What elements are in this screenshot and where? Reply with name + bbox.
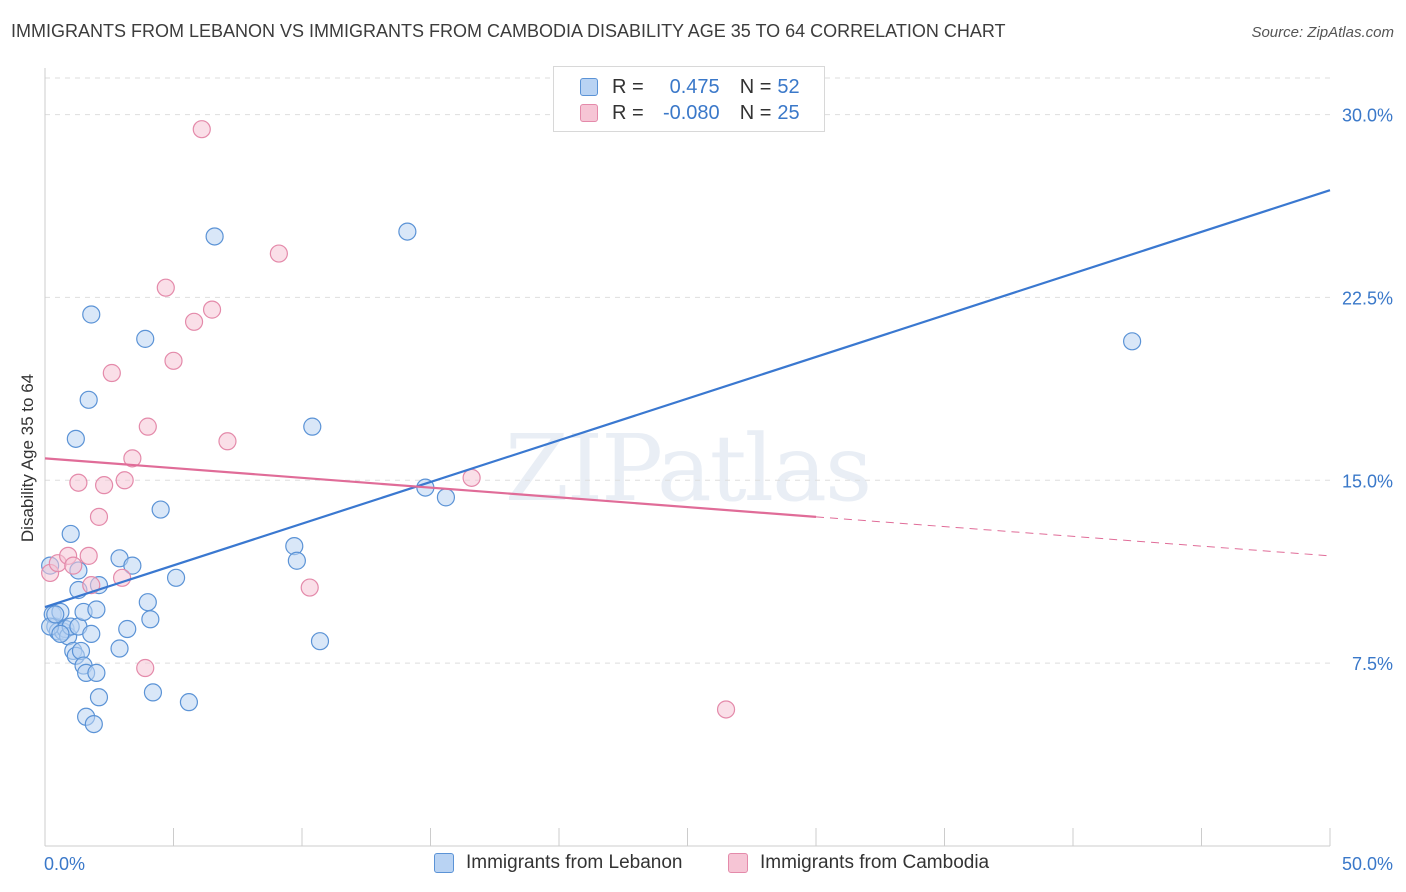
lebanon-point xyxy=(141,610,160,629)
lebanon-point xyxy=(82,305,101,324)
lebanon-point xyxy=(79,390,98,409)
cambodia-point xyxy=(192,120,211,139)
x-tick-label: 0.0% xyxy=(44,854,85,874)
lebanon-point xyxy=(61,524,80,544)
cambodia-point xyxy=(115,471,134,490)
y-tick-label: 22.5% xyxy=(1342,288,1393,308)
lebanon-point xyxy=(310,632,330,651)
lebanon-trend-line xyxy=(44,189,1331,609)
cambodia-point xyxy=(218,432,237,451)
cambodia-swatch xyxy=(580,104,598,122)
r-label: R = xyxy=(612,101,644,124)
chart-title: IMMIGRANTS FROM LEBANON VS IMMIGRANTS FR… xyxy=(11,21,1006,41)
y-tick-label: 30.0% xyxy=(1342,106,1393,126)
lebanon-legend-label: Immigrants from Lebanon xyxy=(466,852,683,873)
cambodia-point xyxy=(156,278,175,297)
n-value: 25 xyxy=(777,101,800,124)
lebanon-point xyxy=(205,227,224,246)
cambodia-trend-line xyxy=(44,457,817,518)
watermark: ZIPatlas xyxy=(505,415,870,522)
lebanon-point xyxy=(51,624,70,643)
cambodia-point xyxy=(138,417,157,436)
lebanon-point xyxy=(136,329,155,348)
lebanon-legend-swatch xyxy=(434,853,454,873)
lebanon-point xyxy=(110,639,129,658)
correlation-legend: R = 0.475 N = 52 R = -0.080 N = 25 xyxy=(553,66,825,132)
lebanon-point xyxy=(87,663,106,682)
cambodia-point xyxy=(79,546,98,565)
cambodia-point xyxy=(462,468,481,487)
r-value: 0.475 xyxy=(669,75,720,98)
cambodia-legend-swatch xyxy=(728,853,748,873)
lebanon-point xyxy=(82,624,101,643)
cambodia-point xyxy=(184,312,204,331)
x-tick-label: 50.0% xyxy=(1342,854,1393,874)
cambodia-point xyxy=(136,658,155,678)
n-value: 52 xyxy=(777,75,800,98)
lebanon-swatch xyxy=(580,78,598,96)
bottom-legend-cambodia: Immigrants from Cambodia xyxy=(728,852,989,874)
lebanon-point xyxy=(303,417,322,436)
cambodia-point xyxy=(82,576,101,595)
y-tick-label: 7.5% xyxy=(1352,654,1393,674)
lebanon-point xyxy=(138,593,157,612)
n-label: N = xyxy=(739,101,772,124)
bottom-legend-lebanon: Immigrants from Lebanon xyxy=(434,852,683,874)
lebanon-point xyxy=(87,600,106,619)
n-label: N = xyxy=(739,75,772,98)
legend-row-cambodia: R = -0.080 N = 25 xyxy=(580,100,800,126)
lebanon-point xyxy=(436,488,456,507)
y-axis-label: Disability Age 35 to 64 xyxy=(18,374,37,542)
cambodia-legend-label: Immigrants from Cambodia xyxy=(760,852,990,873)
lebanon-point xyxy=(179,693,199,712)
cambodia-point xyxy=(300,578,319,597)
lebanon-point xyxy=(66,429,85,448)
cambodia-point xyxy=(95,476,114,495)
legend-row-lebanon: R = 0.475 N = 52 xyxy=(580,74,800,100)
lebanon-point xyxy=(287,551,306,570)
cambodia-point xyxy=(89,507,109,526)
cambodia-trend-line-extension xyxy=(815,516,1331,557)
lebanon-point xyxy=(398,222,417,241)
y-tick-label: 15.0% xyxy=(1342,471,1393,491)
cambodia-point xyxy=(112,568,132,587)
cambodia-point xyxy=(123,449,142,468)
lebanon-point xyxy=(89,688,109,707)
lebanon-point xyxy=(151,500,170,519)
cambodia-point xyxy=(64,556,83,575)
r-value: -0.080 xyxy=(662,101,720,124)
cambodia-point xyxy=(69,473,88,492)
lebanon-point xyxy=(123,556,142,575)
lebanon-point xyxy=(46,605,65,624)
lebanon-point xyxy=(84,714,103,734)
lebanon-point xyxy=(1123,332,1142,351)
cambodia-point xyxy=(102,363,121,383)
lebanon-point xyxy=(143,683,163,702)
cambodia-point xyxy=(164,351,183,370)
cambodia-point xyxy=(716,700,736,719)
cambodia-point xyxy=(269,244,288,263)
lebanon-point xyxy=(118,619,137,639)
source-label: Source: ZipAtlas.com xyxy=(1251,24,1394,41)
lebanon-point xyxy=(166,568,186,587)
cambodia-point xyxy=(202,300,222,319)
r-label: R = xyxy=(612,75,644,98)
